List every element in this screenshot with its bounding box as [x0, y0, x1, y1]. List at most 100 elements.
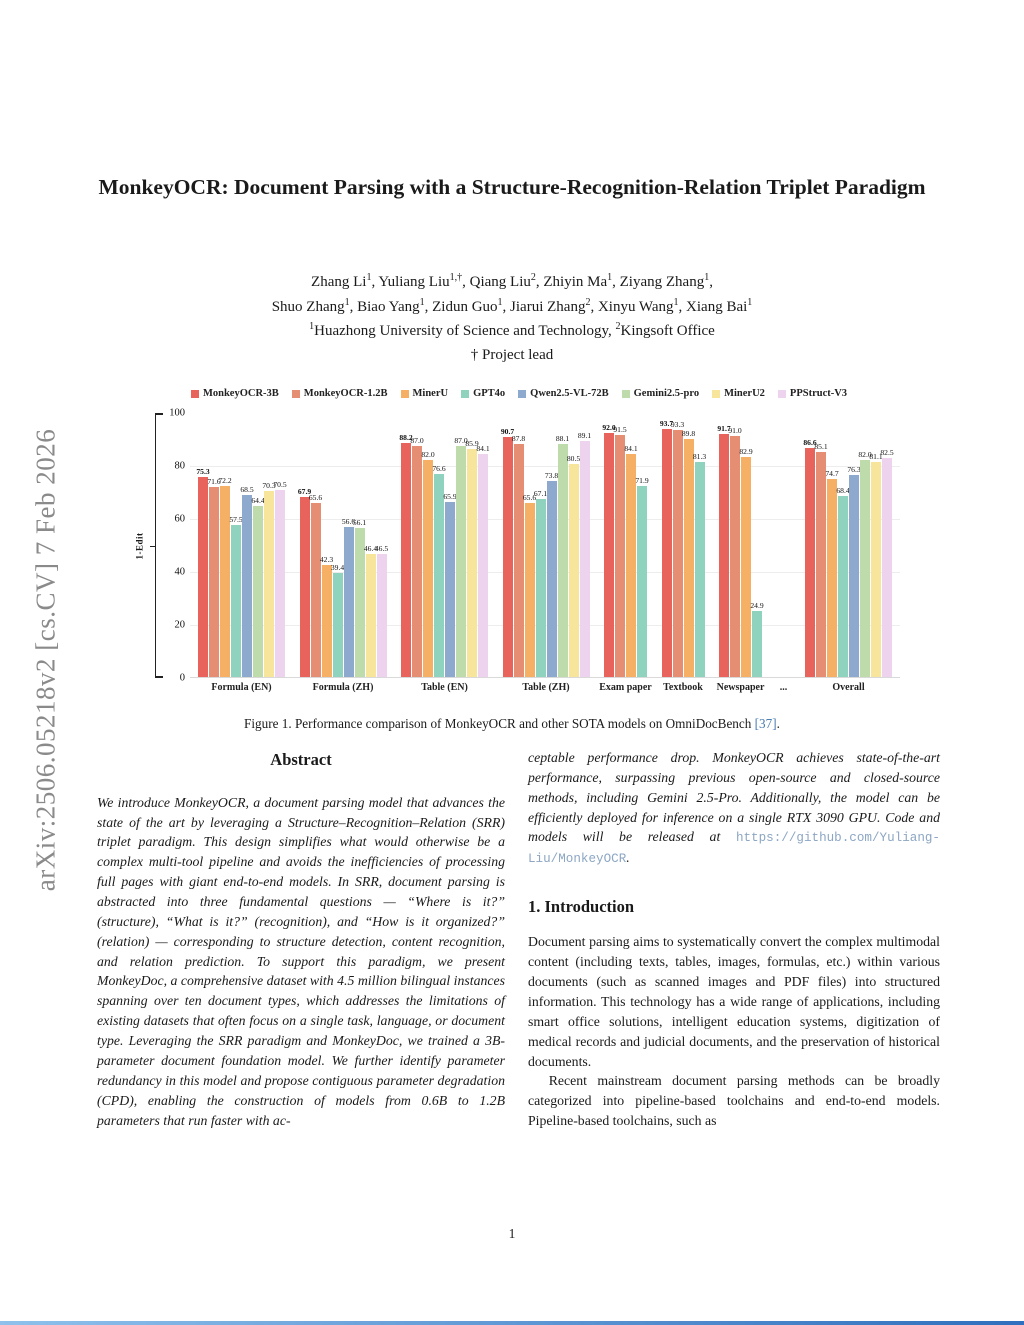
abstract-text: We introduce MonkeyOCR, a document parsi… [97, 794, 505, 1128]
bar-MonkeyOCR-3B-Exam paper: 92.0 [602, 423, 616, 677]
x-category-label-Overall: Overall [832, 682, 865, 693]
bar-group-Table (EN): 88.2 87.0 82.0 76.6 65.9 87.0 85.9 84.1 Table (E… [399, 413, 489, 693]
intro-paragraph-1: Document parsing aims to systematically … [528, 934, 940, 1069]
y-tick-0: 0 [179, 672, 185, 684]
bar-value-label: 73.8 [544, 471, 559, 481]
bar-MinerU-Formula (ZH): 42.3 [320, 555, 333, 677]
bar-value-label: 76.6 [432, 464, 446, 474]
bar-value-label: 85.9 [465, 439, 479, 449]
bar-MonkeyOCR-3B-Table (ZH): 90.7 [501, 427, 514, 677]
x-category-label-Newspaper: Newspaper [716, 682, 765, 693]
bar-GPT4o-Formula (EN): 57.5 [229, 515, 243, 677]
bar-value-label: 65.6 [522, 493, 537, 503]
bar-value-label: 93.7 [659, 418, 674, 428]
bar-MinerU-Textbook: 89.8 [682, 429, 695, 677]
page-number: 1 [508, 1226, 516, 1241]
chart-legend: MonkeyOCR-3B MonkeyOCR-1.2B MinerU GPT4o Qwe… [138, 388, 900, 399]
bar-MinerU-Exam paper: 84.1 [624, 444, 638, 677]
right-column: ceptable performance drop. MonkeyOCR ach… [528, 748, 940, 1131]
bar-value-label: 92.0 [602, 423, 616, 433]
bar-MinerU2-Formula (ZH): 46.4 [364, 544, 377, 677]
bar-MonkeyOCR-3B-Newspaper: 91.7 [717, 424, 731, 677]
chart-plot-area: 75.3 71.6 72.2 57.5 68.5 64.4 70.3 70.5 Formula … [190, 413, 900, 693]
bar-value-label: 80.5 [566, 453, 581, 463]
figure-caption-text: Figure 1. Performance comparison of Monk… [244, 716, 755, 731]
legend-item-MinerU2: MinerU2 [712, 388, 765, 399]
bar-group-Textbook: 93.7 93.3 89.8 81.3 Textbook [660, 413, 706, 693]
bar-value-label: 81.3 [692, 451, 707, 461]
bar-GPT4o-Formula (ZH): 39.4 [331, 563, 344, 677]
author-line-1: Zhang Li1, Yuliang Liu1,†, Qiang Liu2, Z… [311, 272, 713, 290]
legend-item-GPT4o: GPT4o [461, 388, 505, 399]
introduction-heading: 1. Introduction [528, 896, 635, 916]
y-tick-20: 20 [174, 619, 186, 631]
github-link[interactable]: https://github.com/Yuliang-Liu/MonkeyOCR [528, 831, 940, 866]
legend-swatch-GPT4o [461, 389, 470, 398]
bar-group-Formula (ZH): 67.9 65.6 42.3 39.4 56.6 56.1 46.4 46.5 Formula … [298, 413, 388, 693]
legend-item-Qwen2.5-VL-72B: Qwen2.5-VL-72B [518, 388, 609, 399]
left-column: Abstract We introduce MonkeyOCR, a docum… [97, 748, 505, 1130]
bar-value-label: 39.4 [330, 562, 345, 572]
bar-MonkeyOCR-1.2B-Textbook: 93.3 [671, 420, 684, 677]
legend-item-PPStruct-V3: PPStruct-V3 [777, 388, 847, 399]
arxiv-sidebar-label: arXiv:2506.05218v2 [cs.CV] 7 Feb 2026 [30, 428, 61, 892]
bar-value-label: 87.0 [454, 436, 468, 446]
bar-Qwen2.5-VL-72B-Table (EN): 65.9 [443, 492, 457, 677]
authors-block: Zhang Li1, Yuliang Liu1,†, Qiang Liu2, Z… [92, 270, 932, 368]
bar-GPT4o-Table (EN): 76.6 [432, 464, 446, 677]
legend-label-MonkeyOCR-3B: MonkeyOCR-3B [202, 388, 279, 399]
bar-value-label: 46.4 [363, 544, 378, 554]
bar-value-label: 68.5 [240, 485, 254, 495]
bar-Gemini2.5-pro-Table (ZH): 88.1 [556, 434, 569, 677]
bar-MinerU-Table (ZH): 65.6 [523, 493, 536, 677]
bar-value-label: 88.2 [399, 433, 413, 443]
y-axis-mid-tick [150, 545, 155, 548]
bar-Gemini2.5-pro-Formula (ZH): 56.1 [353, 518, 366, 677]
bar-value-label: 82.5 [880, 448, 894, 458]
bar-value-label: 68.4 [836, 485, 850, 495]
legend-item-MinerU: MinerU [400, 388, 448, 399]
x-category-label-...: ... [779, 682, 788, 693]
legend-swatch-MonkeyOCR-3B [190, 389, 199, 398]
bar-value-label: 57.5 [229, 514, 243, 524]
bar-value-label: 56.6 [341, 517, 356, 527]
author-line-3: 1Huazhong University of Science and Tech… [309, 321, 715, 340]
bar-PPStruct-V3-Formula (ZH): 46.5 [375, 544, 388, 677]
x-category-label-Exam paper: Exam paper [599, 682, 652, 693]
bar-MonkeyOCR-1.2B-Formula (EN): 71.6 [207, 477, 221, 677]
bar-MonkeyOCR-1.2B-Table (ZH): 87.8 [512, 434, 525, 677]
bar-value-label: 42.3 [319, 554, 334, 564]
x-category-label-Formula (EN): Formula (EN) [211, 682, 272, 693]
bar-value-label: 71.9 [635, 476, 649, 486]
bar-group-...: ... [777, 413, 791, 693]
y-tick-80: 80 [174, 460, 186, 472]
bar-value-label: 93.3 [670, 419, 685, 429]
bar-MonkeyOCR-1.2B-Newspaper: 91.0 [728, 426, 742, 677]
bar-group-Exam paper: 92.0 91.5 84.1 71.9 Exam paper [599, 413, 652, 693]
legend-swatch-Qwen2.5-VL-72B [518, 389, 527, 398]
bar-MinerU-Newspaper: 82.9 [739, 447, 753, 677]
bar-MonkeyOCR-1.2B-Formula (ZH): 65.6 [309, 493, 322, 677]
abstract-heading: Abstract [270, 750, 332, 769]
bar-MonkeyOCR-1.2B-Exam paper: 91.5 [613, 425, 627, 677]
bar-MinerU2-Overall: 81.1 [869, 452, 883, 677]
bar-Gemini2.5-pro-Table (EN): 87.0 [454, 436, 468, 677]
chart-y-axis: 1-Edit 0 20 40 60 80 100 [135, 408, 190, 684]
bar-value-label: 65.6 [308, 493, 323, 503]
bar-PPStruct-V3-Overall: 82.5 [880, 448, 894, 677]
bar-value-label: 67.1 [533, 489, 548, 499]
y-tick-60: 60 [174, 513, 186, 525]
bar-value-label: 64.4 [251, 496, 265, 506]
bar-value-label: 87.8 [511, 434, 526, 444]
x-category-label-Table (ZH): Table (ZH) [522, 682, 570, 693]
author-line-2: Shuo Zhang1, Biao Yang1, Zidun Guo1, Jia… [271, 296, 753, 315]
abstract-final-period: . [626, 849, 630, 865]
bar-MonkeyOCR-3B-Table (EN): 88.2 [399, 433, 413, 677]
bar-value-label: 46.5 [374, 543, 389, 553]
citation-ref-37[interactable]: [37] [754, 716, 777, 731]
bar-GPT4o-Textbook: 81.3 [693, 452, 706, 677]
bar-value-label: 91.7 [717, 424, 731, 433]
bar-value-label: 82.0 [421, 449, 435, 459]
bar-GPT4o-Table (ZH): 67.1 [534, 489, 547, 677]
bar-MonkeyOCR-3B-Textbook: 93.7 [660, 419, 673, 677]
